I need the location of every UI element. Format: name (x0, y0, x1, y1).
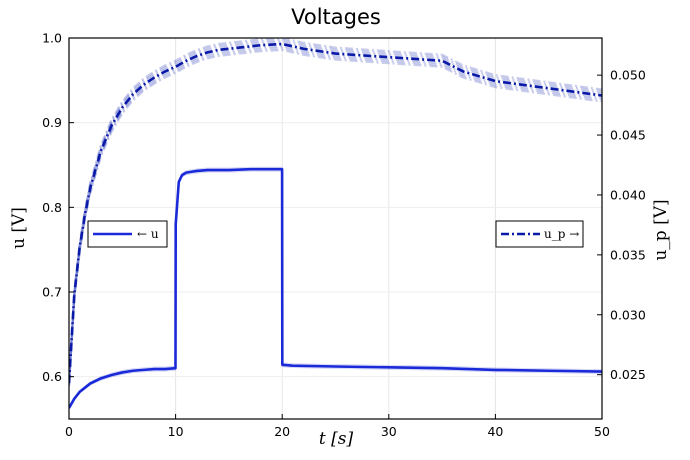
right-tick-label: 0.045 (610, 128, 646, 143)
left-tick-label: 0.6 (42, 369, 62, 384)
x-tick-label: 30 (381, 424, 397, 439)
right-tick-label: 0.035 (610, 247, 646, 262)
series-1-ensemble-line (69, 44, 602, 385)
series-0-ensemble-line (69, 169, 602, 409)
plot-frame (68, 37, 603, 420)
x-tick-label: 0 (65, 424, 73, 439)
left-tick-label: 0.9 (42, 115, 62, 130)
legend-left: ← u (87, 220, 168, 248)
series-0-line (69, 167, 602, 409)
plot-area (69, 38, 602, 410)
series-1-ensemble-line (69, 48, 602, 387)
right-tick-label: 0.040 (610, 187, 646, 202)
right-tick-label: 0.025 (610, 367, 646, 382)
x-tick-label: 10 (168, 424, 184, 439)
series-1-ensemble-line (69, 38, 602, 380)
x-tick-label: 50 (594, 424, 610, 439)
series-1-ensemble-line (69, 46, 602, 386)
left-tick-label: 0.8 (42, 200, 62, 215)
x-axis-ticks: 0 10 20 30 40 50 (65, 414, 610, 439)
right-axis-ticks: 0.025 0.030 0.035 0.040 0.045 0.050 (597, 68, 646, 382)
series-1-ensemble-line (69, 40, 602, 382)
left-axis-ticks: 0.6 0.7 0.8 0.9 1.0 (42, 31, 74, 384)
series-1-line (69, 42, 602, 384)
legend-right-label: u_p → (544, 227, 579, 241)
series-1-ensemble-line (69, 38, 602, 381)
right-tick-label: 0.030 (610, 307, 646, 322)
left-tick-label: 0.7 (42, 285, 62, 300)
x-axis-label: t [s] (319, 429, 354, 449)
left-tick-label: 1.0 (42, 31, 62, 46)
legend-right: u_p → (495, 220, 584, 248)
series-0-ensemble-line (69, 170, 602, 410)
chart-title: Voltages (291, 5, 381, 29)
x-tick-label: 40 (487, 424, 503, 439)
legend-left-label: ← u (137, 227, 159, 241)
right-axis-label: u_p [V] (651, 199, 671, 260)
right-tick-label: 0.050 (610, 68, 646, 83)
x-tick-label: 20 (274, 424, 290, 439)
series-0-ensemble-line (69, 166, 602, 407)
left-axis-label: u [V] (9, 207, 29, 249)
